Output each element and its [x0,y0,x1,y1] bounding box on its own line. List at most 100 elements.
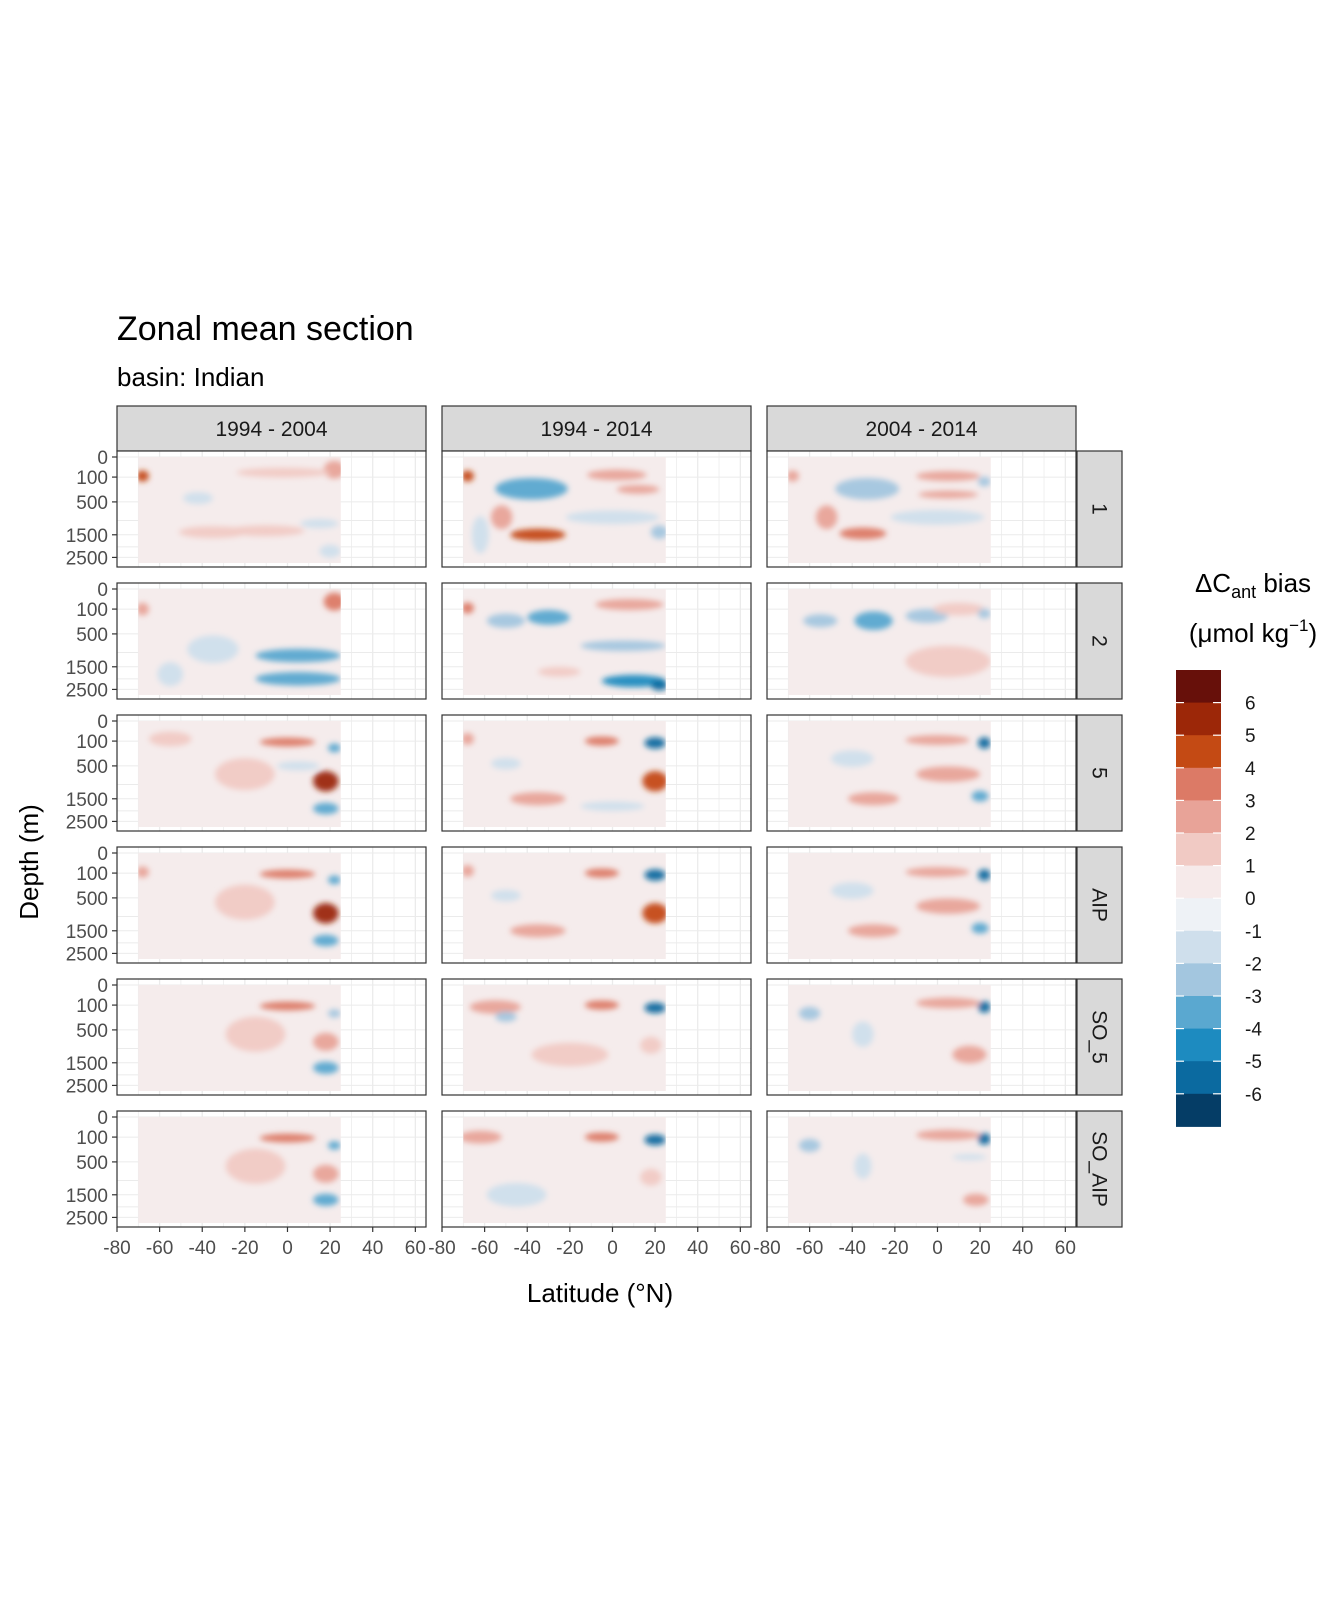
panel-field [463,589,666,695]
bias-feature [584,1132,619,1142]
panel-2004-2014-2 [766,582,1077,700]
x-tick-label: 40 [362,1238,383,1259]
bias-feature [977,737,991,749]
legend-title-rest: bias [1256,568,1311,598]
x-tick-label: -20 [556,1238,583,1259]
bias-feature [215,758,275,791]
bias-feature [138,866,149,878]
legend-swatch [1176,702,1221,736]
bias-feature [830,750,874,767]
row-strip-label: AIP [1088,888,1111,922]
legend-break-label: 3 [1245,791,1256,812]
background-bias-area [463,853,666,959]
legend-break-label: -5 [1245,1052,1262,1073]
row-strip-2: 2 [1076,582,1123,700]
bias-feature [531,1042,609,1067]
legend-title-line2: (μmol kg−1) [1189,616,1317,648]
x-tick-label: -80 [753,1238,780,1259]
x-tick-label: 60 [730,1238,751,1259]
facet-grid: 1994 - 2004 1994 - 2014 2004 - 2014 1 2 5 AIP S… [66,405,1123,1259]
column-strip-1994-2014: 1994 - 2014 [441,405,752,452]
legend-break-label: -3 [1245,987,1262,1008]
bias-feature [916,1129,981,1141]
x-tick-label: 40 [687,1238,708,1259]
bias-feature [138,602,149,616]
chart-title: Zonal mean section [117,310,414,348]
bias-feature [584,868,619,878]
bias-feature [327,875,341,885]
bias-feature [580,801,645,811]
bias-feature [918,490,978,499]
legend-swatch [1176,898,1221,932]
bias-feature [463,1130,502,1144]
bias-feature [313,1032,339,1051]
bias-feature [644,1002,666,1014]
bias-feature [952,1154,987,1161]
x-axis-ticks: -80 -60 -40 -20 0 20 40 60 [103,1227,426,1259]
chart-subtitle: basin: Indian [117,362,264,392]
bias-feature [313,934,339,947]
y-tick-label: 2500 [66,812,108,833]
x-tick-label: -80 [103,1238,130,1259]
bias-feature [565,510,660,524]
bias-feature [313,802,339,815]
bias-feature [916,471,981,481]
y-tick-label: 100 [76,468,108,489]
bias-feature [276,761,320,771]
y-tick-label: 100 [76,996,108,1017]
legend-unit-close: ) [1308,618,1317,648]
y-tick-label: 1500 [66,922,108,943]
bias-feature [640,1036,662,1054]
bias-feature [642,771,666,792]
bias-feature [933,602,985,616]
panel-1994-2014-5 [441,714,752,832]
x-tick-label: 60 [1055,1238,1076,1259]
bias-feature [510,924,566,938]
bias-feature [157,662,184,687]
panel-border [116,582,427,700]
panel-field [463,985,666,1091]
bias-feature [495,477,568,500]
bias-feature [327,1141,341,1150]
x-axis-label: Latitude (°N) [527,1278,673,1308]
bias-feature [486,1182,547,1207]
x-tick-label: -40 [839,1238,866,1259]
y-tick-label: 500 [76,493,108,514]
y-tick-label: 0 [97,976,108,997]
bias-feature [187,635,239,664]
legend-break-label: -4 [1245,1020,1262,1041]
bias-feature [830,882,874,899]
panel-1994-2014-1 [441,450,752,568]
legend-swatch [1176,670,1221,704]
bias-feature [644,737,666,749]
panel-2004-2014-1 [766,450,1077,568]
panel-field [138,457,341,563]
y-tick-label: 500 [76,1153,108,1174]
y-tick-label: 100 [76,600,108,621]
bias-feature [236,467,331,478]
y-tick-label: 2500 [66,1076,108,1097]
bias-feature [255,672,341,686]
row-strip-label: 1 [1088,503,1111,515]
legend-title-line1: ΔCant bias [1195,568,1311,602]
bias-feature [463,470,474,482]
x-axis-ticks: -80 -60 -40 -20 0 20 40 60 [428,1227,751,1259]
bias-feature [486,613,526,628]
panel-field [463,853,666,959]
panel-border [766,714,1077,832]
bias-feature [788,470,799,482]
bias-feature [601,674,666,688]
panel-field [138,721,341,827]
panel-1994-2014-so-aip: -80 -60 -40 -20 0 20 40 60 [428,1110,752,1259]
legend-swatch [1176,800,1221,834]
bias-feature [971,790,989,802]
bias-feature [319,544,341,558]
panel-border [766,978,1077,1096]
bias-feature [847,792,900,806]
